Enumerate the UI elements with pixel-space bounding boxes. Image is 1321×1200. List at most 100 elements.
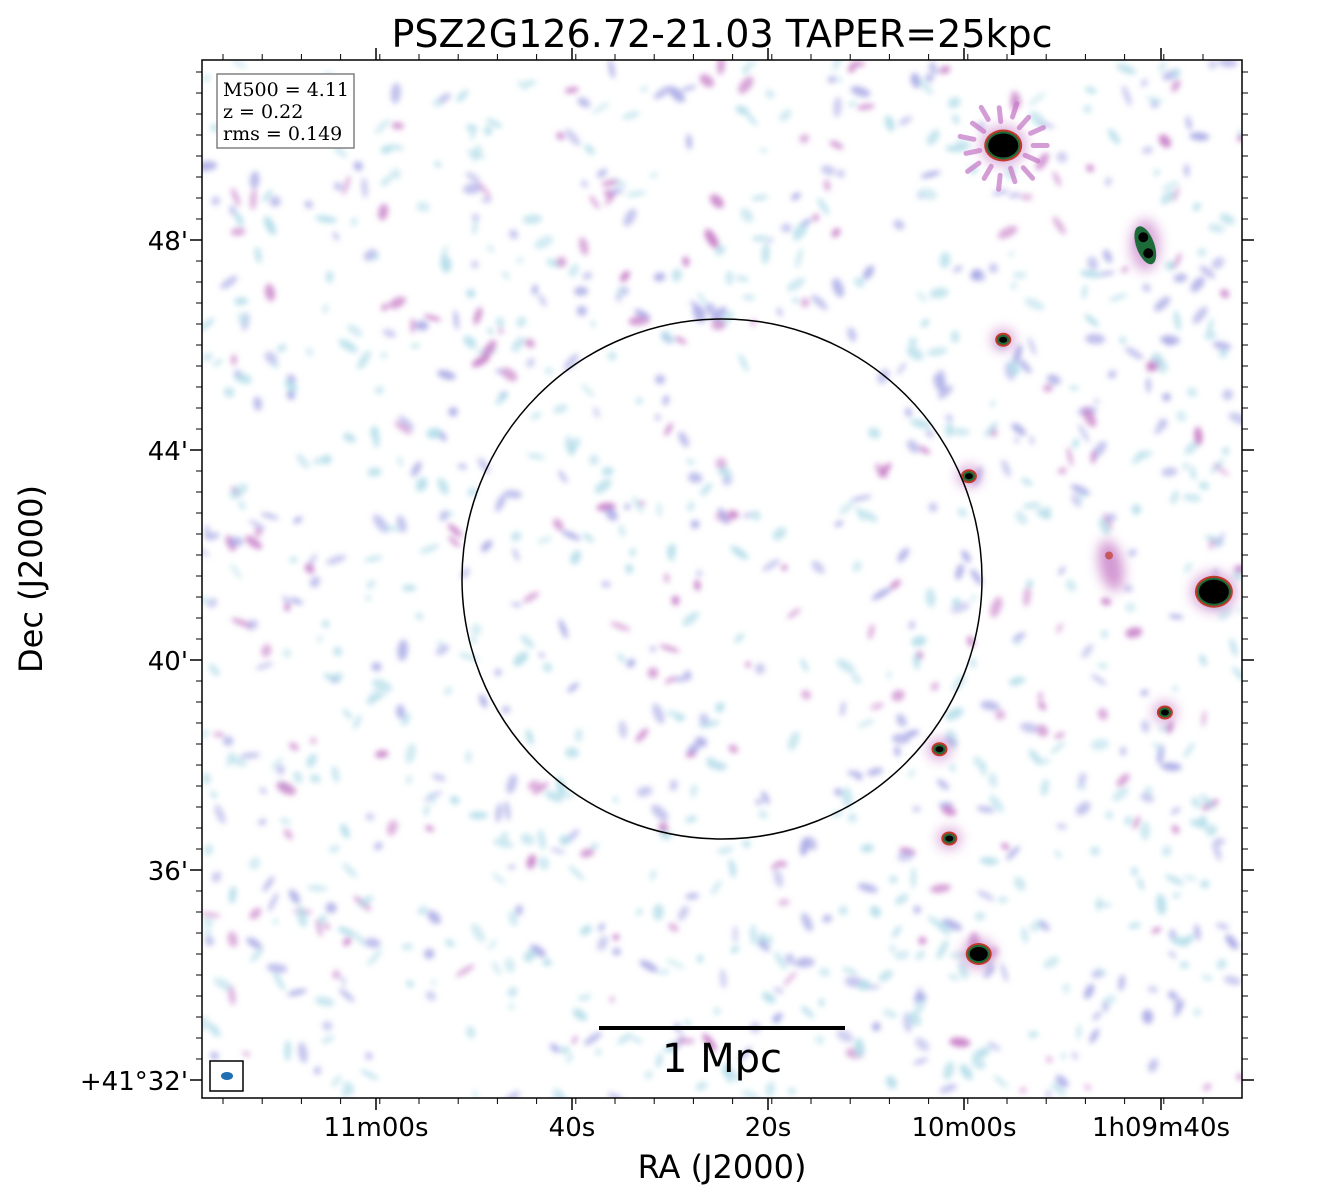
noise-blob xyxy=(678,431,690,448)
noise-blob xyxy=(800,297,810,308)
noise-blob xyxy=(202,912,221,918)
noise-blob xyxy=(623,208,637,227)
noise-blob xyxy=(1190,276,1205,293)
noise-blob xyxy=(837,76,842,84)
scale-bar-label: 1 Mpc xyxy=(662,1036,782,1082)
noise-blob xyxy=(1122,85,1132,107)
noise-blob xyxy=(783,971,797,987)
noise-blob xyxy=(1120,746,1127,756)
noise-blob xyxy=(862,265,875,280)
noise-blob xyxy=(1097,662,1109,670)
noise-blob xyxy=(754,663,766,675)
noise-blob xyxy=(742,294,755,301)
noise-blob xyxy=(277,344,287,353)
chart-title: PSZ2G126.72-21.03 TAPER=25kpc xyxy=(391,12,1052,56)
noise-blob xyxy=(857,719,875,728)
noise-blob xyxy=(1197,248,1207,257)
noise-blob xyxy=(990,399,995,408)
noise-blob xyxy=(707,760,728,771)
noise-blob xyxy=(234,297,248,306)
radio-source-inner-lower xyxy=(1152,701,1177,724)
noise-blob xyxy=(525,728,534,746)
noise-blob xyxy=(415,477,428,492)
noise-blob xyxy=(852,561,862,572)
noise-blob xyxy=(482,339,497,359)
noise-blob xyxy=(607,351,617,361)
noise-blob xyxy=(419,544,440,554)
noise-blob xyxy=(625,564,631,575)
noise-blob xyxy=(471,923,486,943)
noise-blob xyxy=(253,396,263,411)
noise-blob xyxy=(742,840,751,848)
noise-blob xyxy=(1029,435,1035,446)
noise-blob xyxy=(885,1075,897,1089)
noise-blob xyxy=(1218,605,1233,621)
noise-blob xyxy=(1141,720,1150,733)
noise-blob xyxy=(314,996,335,1007)
noise-blob xyxy=(1039,758,1051,764)
noise-blob xyxy=(401,712,411,727)
noise-blob xyxy=(466,289,476,298)
noise-blob xyxy=(297,905,308,928)
noise-blob xyxy=(1198,481,1210,490)
noise-blob xyxy=(522,214,543,224)
noise-blob xyxy=(1101,630,1108,638)
noise-blob xyxy=(1058,566,1065,576)
noise-blob xyxy=(1153,170,1161,175)
noise-blob xyxy=(791,192,801,201)
noise-blob xyxy=(939,251,951,269)
noise-blob xyxy=(1036,724,1049,737)
noise-blob xyxy=(1122,585,1134,592)
noise-blob xyxy=(897,547,910,563)
noise-blob xyxy=(850,60,866,67)
noise-blob xyxy=(342,709,353,720)
noise-blob xyxy=(566,1053,573,1063)
noise-blob xyxy=(1186,387,1198,398)
noise-blob xyxy=(662,395,670,406)
noise-blob xyxy=(317,914,327,925)
noise-blob xyxy=(565,791,574,799)
noise-blob xyxy=(434,161,441,168)
noise-blob xyxy=(1028,92,1046,107)
noise-blob xyxy=(342,937,352,946)
noise-blob xyxy=(325,902,337,914)
noise-blob xyxy=(506,774,518,794)
noise-blob xyxy=(539,652,545,658)
noise-blob xyxy=(841,787,853,808)
noise-blob xyxy=(423,948,435,960)
noise-blob xyxy=(1232,571,1242,581)
noise-blob xyxy=(500,831,509,841)
noise-blob xyxy=(669,86,685,103)
noise-blob xyxy=(980,700,1000,711)
noise-blob xyxy=(896,713,907,727)
noise-blob xyxy=(661,330,670,341)
noise-blob xyxy=(735,275,749,282)
noise-blob xyxy=(765,89,775,99)
noise-blob xyxy=(232,60,247,69)
noise-blob xyxy=(264,351,278,365)
noise-blob xyxy=(938,802,954,808)
noise-blob xyxy=(818,998,825,1007)
noise-blob xyxy=(629,548,637,557)
noise-blob xyxy=(609,996,615,1004)
noise-blob xyxy=(367,948,383,966)
noise-blob xyxy=(936,779,950,790)
noise-blob xyxy=(227,931,238,948)
noise-blob xyxy=(339,988,355,1002)
noise-blob xyxy=(304,563,315,574)
noise-blob xyxy=(212,359,223,367)
noise-blob xyxy=(988,772,998,788)
noise-blob xyxy=(644,1071,653,1079)
noise-blob xyxy=(321,619,330,629)
noise-blob xyxy=(976,890,995,901)
noise-blob xyxy=(601,581,611,588)
noise-blob xyxy=(1201,710,1207,727)
noise-blob xyxy=(479,694,488,708)
noise-blob xyxy=(1208,538,1215,550)
noise-blob xyxy=(738,76,754,94)
noise-blob xyxy=(428,791,436,805)
noise-blob xyxy=(952,114,960,125)
r500-circle xyxy=(461,318,983,840)
noise-blob xyxy=(1124,815,1132,826)
noise-blob xyxy=(249,171,260,189)
